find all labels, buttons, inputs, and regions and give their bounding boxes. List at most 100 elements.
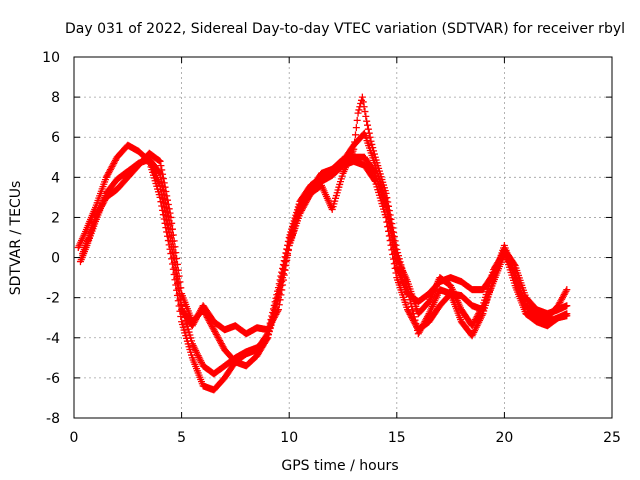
- data-point: [93, 210, 101, 218]
- data-point: [383, 194, 391, 202]
- data-point: [217, 338, 225, 346]
- data-point: [389, 250, 397, 258]
- data-point: [385, 207, 393, 215]
- data-point: [214, 333, 222, 341]
- data-point: [281, 266, 289, 274]
- data-point: [196, 308, 204, 316]
- data-point: [265, 330, 273, 338]
- y-tick-label: 6: [51, 130, 60, 146]
- data-point: [190, 319, 198, 327]
- data-point: [171, 264, 179, 272]
- data-point: [106, 167, 114, 175]
- data-point: [423, 313, 431, 321]
- data-point: [156, 181, 164, 189]
- data-point: [399, 270, 407, 278]
- tick-labels: 0 5 10 15 20 25 -8 -6 -4 -2 0 2 4 6 8 10: [42, 50, 621, 446]
- data-point: [96, 206, 104, 214]
- data-point: [370, 150, 378, 158]
- data-point: [164, 225, 172, 233]
- data-point: [386, 211, 394, 219]
- data-point: [355, 106, 363, 114]
- series-trace-4: [147, 93, 571, 340]
- data-point: [209, 324, 217, 332]
- data-point: [364, 125, 372, 133]
- data-point: [111, 158, 119, 166]
- data-point: [109, 161, 117, 169]
- data-point: [164, 200, 172, 208]
- data-point: [111, 156, 119, 164]
- data-point: [160, 203, 168, 211]
- y-tick-label: -6: [46, 371, 60, 387]
- data-point: [397, 261, 405, 269]
- data-point: [396, 258, 404, 266]
- y-tick-label: -4: [46, 331, 60, 347]
- data-point: [415, 328, 423, 336]
- data-point: [274, 306, 282, 314]
- data-point: [264, 334, 272, 342]
- data-point: [270, 313, 278, 321]
- data-point: [169, 253, 177, 261]
- data-point: [193, 312, 201, 320]
- data-point: [158, 166, 166, 174]
- data-point: [210, 326, 218, 334]
- data-point: [400, 273, 408, 281]
- data-point: [195, 309, 203, 317]
- grid: [73, 56, 613, 419]
- data-point: [351, 131, 359, 139]
- data-point: [421, 317, 429, 325]
- data-point: [422, 316, 430, 324]
- data-point: [265, 323, 273, 331]
- data-point: [407, 299, 415, 307]
- data-point: [387, 215, 395, 223]
- data-point: [405, 292, 413, 300]
- data-point: [389, 224, 397, 232]
- data-point: [106, 166, 114, 174]
- data-point: [94, 209, 102, 217]
- data-point: [284, 246, 292, 254]
- data-point: [388, 220, 396, 228]
- data-point: [108, 163, 116, 171]
- data-point: [269, 315, 277, 323]
- data-point: [161, 183, 169, 191]
- data-point: [166, 209, 174, 217]
- data-point: [105, 169, 113, 177]
- data-point: [412, 320, 420, 328]
- data-point: [423, 314, 431, 322]
- data-point: [192, 314, 200, 322]
- data-point: [163, 192, 171, 200]
- data-point: [174, 285, 182, 293]
- x-tick-label: 10: [280, 430, 298, 446]
- data-point: [194, 311, 202, 319]
- plot-frame: [73, 56, 613, 419]
- data-point: [95, 207, 103, 215]
- data-point: [365, 129, 373, 137]
- data-point: [408, 303, 416, 311]
- data-point: [92, 213, 100, 221]
- plot-area: [74, 93, 571, 394]
- data-point: [351, 138, 359, 146]
- data-point: [391, 237, 399, 245]
- data-point: [176, 295, 184, 303]
- data-point: [277, 291, 285, 299]
- y-tick-label: -8: [46, 411, 60, 427]
- data-point: [271, 312, 279, 320]
- data-point: [157, 186, 165, 194]
- data-point: [107, 164, 115, 172]
- data-point: [96, 204, 104, 212]
- data-point: [424, 311, 432, 319]
- data-point: [352, 124, 360, 132]
- data-point: [418, 324, 426, 332]
- data-point: [159, 194, 167, 202]
- data-point: [217, 340, 225, 348]
- data-point: [215, 335, 223, 343]
- data-point: [165, 229, 173, 237]
- data-point: [219, 343, 227, 351]
- data-point: [104, 170, 112, 178]
- data-point: [385, 202, 393, 210]
- data-point: [170, 258, 178, 266]
- data-point: [404, 289, 412, 297]
- data-point: [161, 207, 169, 215]
- data-point: [363, 117, 371, 125]
- data-point: [216, 337, 224, 345]
